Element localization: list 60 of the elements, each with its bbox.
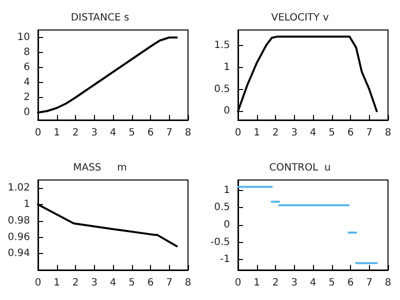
x-tick-label: 5: [128, 128, 135, 138]
x-tick-label: 0: [234, 278, 242, 288]
y-tick-label: 1: [224, 62, 230, 73]
y-tick-label: 1.5: [214, 40, 230, 51]
x-tick-label: 5: [128, 278, 135, 288]
x-tick-label: 7: [366, 128, 372, 138]
x-tick-label: 4: [110, 278, 116, 288]
x-tick-label: 8: [384, 278, 392, 288]
x-tick-label: 3: [91, 128, 98, 138]
y-tick-label: 0.96: [8, 232, 30, 243]
y-tick-label: 8: [24, 47, 30, 58]
y-tick-label: 0: [224, 220, 230, 230]
y-tick-label: -1: [220, 254, 230, 266]
y-tick-label: 10: [17, 32, 30, 43]
x-tick-label: 1: [254, 128, 260, 138]
x-tick-label: 4: [310, 128, 316, 138]
x-tick-label: 0: [34, 278, 42, 288]
y-tick-label: 1.02: [8, 182, 30, 194]
x-tick-label: 5: [328, 128, 335, 138]
x-tick-label: 6: [147, 278, 154, 288]
x-tick-label: 1: [54, 128, 60, 138]
y-tick-label: 0.98: [8, 215, 30, 226]
x-tick-label: 4: [110, 128, 116, 138]
x-tick-label: 3: [91, 278, 98, 288]
x-tick-label: 2: [72, 278, 79, 288]
x-tick-label: 1: [54, 278, 60, 288]
x-tick-label: 0: [234, 128, 242, 138]
x-tick-label: 6: [347, 278, 354, 288]
y-tick-label: -0.5: [210, 236, 230, 248]
y-tick-label: 0: [24, 107, 30, 118]
y-tick-label: 2: [24, 92, 30, 103]
x-tick-label: 2: [72, 128, 79, 138]
x-tick-label: 5: [328, 278, 335, 288]
x-tick-label: 3: [291, 278, 298, 288]
x-tick-label: 0: [34, 128, 42, 138]
chart-title: MASS m: [73, 162, 127, 174]
y-tick-label: 6: [24, 62, 30, 73]
x-tick-label: 3: [291, 128, 298, 138]
x-tick-label: 8: [184, 278, 192, 288]
x-tick-label: 8: [184, 128, 192, 138]
y-tick-label: 1: [24, 199, 30, 210]
chart-title: VELOCITY v: [271, 12, 329, 24]
y-tick-label: 0: [224, 106, 230, 117]
x-tick-label: 4: [310, 278, 316, 288]
x-tick-label: 7: [166, 278, 172, 288]
x-tick-label: 7: [366, 278, 372, 288]
x-tick-label: 6: [147, 128, 154, 138]
x-tick-label: 1: [254, 278, 260, 288]
x-tick-label: 7: [166, 128, 172, 138]
y-tick-label: 1: [224, 184, 230, 196]
x-tick-label: 2: [272, 128, 279, 138]
y-tick-label: 4: [24, 77, 30, 88]
y-tick-label: 0.94: [8, 248, 30, 260]
chart-title: DISTANCE s: [70, 12, 130, 24]
x-tick-label: 2: [272, 278, 279, 288]
x-tick-label: 6: [347, 128, 354, 138]
chart-title: CONTROL u: [269, 162, 331, 174]
x-tick-label: 8: [384, 128, 392, 138]
y-tick-label: 0.5: [214, 202, 230, 214]
y-tick-label: 0.5: [214, 84, 230, 95]
